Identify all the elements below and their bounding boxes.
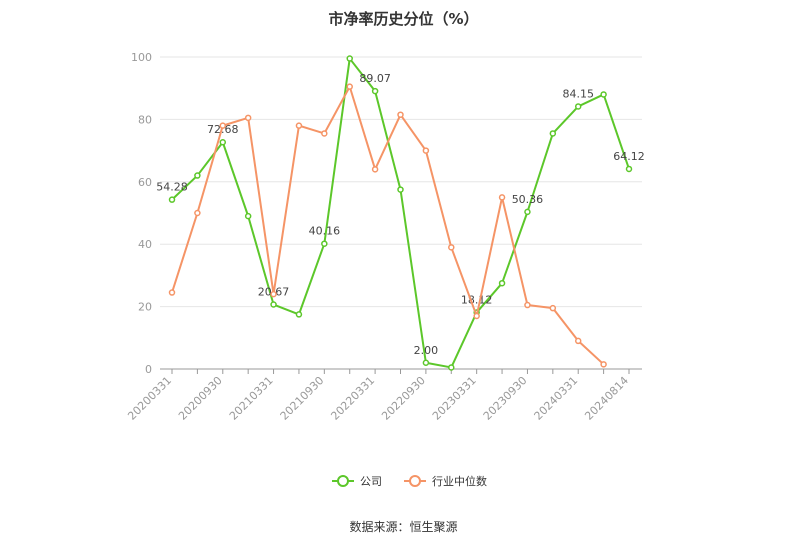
data-point [295, 122, 303, 129]
data-label: 84.15 [562, 87, 594, 100]
data-point [295, 311, 303, 318]
x-tick-label: 20220930 [379, 374, 428, 423]
data-point [194, 209, 201, 217]
data-point [321, 130, 328, 137]
chart-title: 市净率历史分位（%） [328, 10, 479, 28]
data-point [574, 103, 582, 110]
y-tick-label: 0 [145, 363, 152, 376]
data-point [244, 212, 252, 220]
data-point [168, 196, 176, 203]
y-tick-label: 80 [138, 113, 152, 126]
data-point [321, 240, 328, 247]
data-point [168, 289, 176, 296]
legend-label: 行业中位数 [432, 474, 487, 488]
x-tick-label: 20220331 [328, 374, 377, 423]
data-label: 89.07 [359, 72, 391, 85]
y-tick-label: 20 [138, 301, 152, 314]
data-point [371, 87, 379, 95]
data-point [422, 147, 430, 154]
x-tick-label: 20210930 [278, 374, 327, 423]
data-point [473, 312, 480, 320]
data-point [346, 83, 353, 90]
data-point [498, 279, 506, 287]
data-point [244, 114, 252, 122]
data-point [219, 122, 227, 129]
data-point [498, 194, 506, 201]
data-point [549, 304, 557, 312]
data-point [524, 208, 531, 216]
data-point [448, 364, 455, 371]
data-point [574, 337, 582, 345]
legend-label: 公司 [360, 475, 382, 488]
x-tick-label: 20210331 [227, 374, 276, 423]
y-tick-label: 40 [138, 238, 152, 251]
data-point [219, 138, 227, 146]
y-tick-label: 100 [131, 51, 152, 64]
data-point [422, 359, 430, 367]
data-point [600, 91, 607, 98]
series-line-0 [171, 57, 630, 369]
data-label: 64.12 [613, 150, 645, 163]
series-line-1 [171, 85, 605, 366]
data-point [371, 166, 379, 173]
data-point [346, 55, 353, 62]
legend-marker [409, 475, 421, 487]
data-point [549, 130, 557, 137]
y-tick-label: 60 [138, 176, 152, 189]
legend-marker [337, 475, 349, 487]
data-point [194, 172, 201, 179]
data-label: 72.68 [207, 123, 239, 136]
data-point [270, 290, 277, 298]
data-point [625, 165, 633, 173]
x-tick-label: 20230331 [430, 374, 479, 423]
data-label: 18.12 [461, 293, 493, 306]
data-label: 2.00 [414, 344, 439, 357]
data-point [397, 111, 404, 118]
data-source-note: 数据来源：恒生聚源 [349, 520, 458, 534]
data-point [397, 186, 404, 193]
x-tick-label: 20230930 [481, 374, 530, 423]
x-tick-label: 20240814 [582, 374, 631, 423]
data-point [270, 301, 277, 308]
x-tick-label: 20200331 [125, 374, 174, 423]
data-point [448, 244, 455, 251]
x-tick-label: 20200930 [176, 374, 225, 423]
data-point [524, 301, 531, 309]
x-tick-label: 20240331 [532, 374, 581, 423]
data-label: 50.36 [512, 193, 544, 206]
data-point [600, 361, 607, 368]
data-label: 54.28 [156, 181, 188, 194]
data-label: 40.16 [309, 225, 341, 238]
